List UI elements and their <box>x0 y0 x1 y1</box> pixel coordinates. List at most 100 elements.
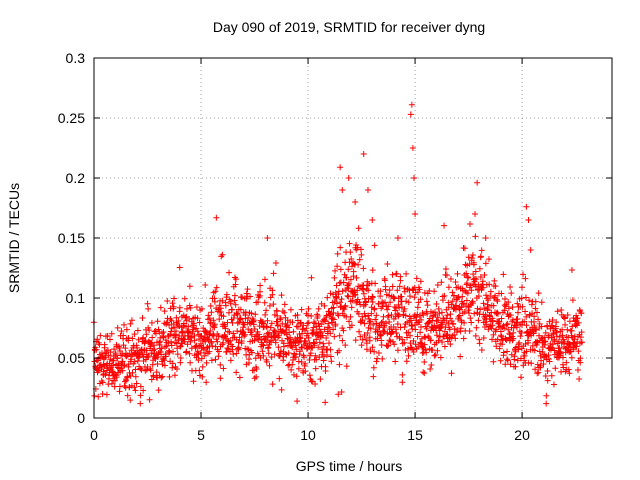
data-point <box>102 354 109 361</box>
data-point <box>153 369 160 376</box>
data-point <box>493 343 500 350</box>
data-point <box>137 365 144 372</box>
data-point <box>121 321 128 328</box>
data-point <box>251 367 258 374</box>
data-point <box>384 343 391 350</box>
data-point <box>313 336 320 343</box>
data-point <box>348 304 355 311</box>
data-point <box>187 359 194 366</box>
data-point <box>202 338 209 345</box>
data-point <box>262 311 269 318</box>
data-point <box>457 325 464 332</box>
data-point <box>523 348 530 355</box>
data-point <box>186 350 193 357</box>
data-point <box>464 280 471 287</box>
data-point <box>369 294 376 301</box>
data-point <box>365 287 372 294</box>
data-point <box>528 301 535 308</box>
data-point <box>243 361 250 368</box>
data-point <box>363 298 370 305</box>
data-point <box>168 342 175 349</box>
data-point <box>391 341 398 348</box>
data-point <box>458 304 465 311</box>
data-point <box>391 304 398 311</box>
data-point <box>564 326 571 333</box>
data-point <box>305 334 312 341</box>
data-point <box>152 330 159 337</box>
data-point <box>463 297 470 304</box>
data-point <box>386 318 393 325</box>
data-point <box>447 275 454 282</box>
data-point <box>190 320 197 327</box>
y-tick-label: 0.05 <box>58 350 85 366</box>
data-point <box>244 286 251 293</box>
data-point <box>473 276 480 283</box>
data-point <box>285 362 292 369</box>
data-point <box>278 386 285 393</box>
data-point <box>422 346 429 353</box>
data-point <box>214 338 221 345</box>
data-point <box>412 341 419 348</box>
data-point <box>444 312 451 319</box>
data-point <box>566 341 573 348</box>
data-point <box>480 335 487 342</box>
data-point <box>245 326 252 333</box>
data-point <box>517 374 524 381</box>
data-point <box>461 287 468 294</box>
data-point <box>294 398 301 405</box>
data-point <box>342 302 349 309</box>
data-point <box>496 319 503 326</box>
data-point <box>114 354 121 361</box>
data-point <box>208 338 215 345</box>
data-point <box>565 366 572 373</box>
data-point <box>431 309 438 316</box>
data-point <box>297 320 304 327</box>
data-point <box>227 357 234 364</box>
data-point <box>226 269 233 276</box>
data-point <box>220 313 227 320</box>
data-point <box>341 303 348 310</box>
data-point <box>154 318 161 325</box>
data-point <box>340 279 347 286</box>
data-point <box>119 358 126 365</box>
data-point <box>137 383 144 390</box>
data-point <box>230 351 237 358</box>
data-point <box>139 315 146 322</box>
data-point <box>434 282 441 289</box>
data-point <box>532 305 539 312</box>
data-point <box>251 375 258 382</box>
data-point <box>208 357 215 364</box>
data-point <box>571 339 578 346</box>
data-point <box>198 305 205 312</box>
data-point <box>407 332 414 339</box>
data-point <box>304 320 311 327</box>
data-point <box>253 373 260 380</box>
data-point <box>241 321 248 328</box>
data-point <box>578 329 585 336</box>
data-point <box>554 308 561 315</box>
data-point <box>489 336 496 343</box>
data-point <box>353 299 360 306</box>
data-point <box>474 305 481 312</box>
data-point <box>237 306 244 313</box>
data-point <box>501 325 508 332</box>
data-point <box>370 321 377 328</box>
data-point <box>489 317 496 324</box>
data-point <box>215 332 222 339</box>
data-point <box>332 267 339 274</box>
data-point <box>410 337 417 344</box>
data-point <box>378 319 385 326</box>
data-point <box>403 298 410 305</box>
data-point <box>396 335 403 342</box>
data-point <box>424 302 431 309</box>
data-point <box>533 338 540 345</box>
x-tick-label: 0 <box>90 427 98 443</box>
data-point <box>523 203 530 210</box>
data-point <box>365 280 372 287</box>
data-point <box>365 312 372 319</box>
data-point <box>475 293 482 300</box>
data-point <box>549 316 556 323</box>
data-point <box>260 342 267 349</box>
data-point <box>563 359 570 366</box>
data-point <box>211 321 218 328</box>
